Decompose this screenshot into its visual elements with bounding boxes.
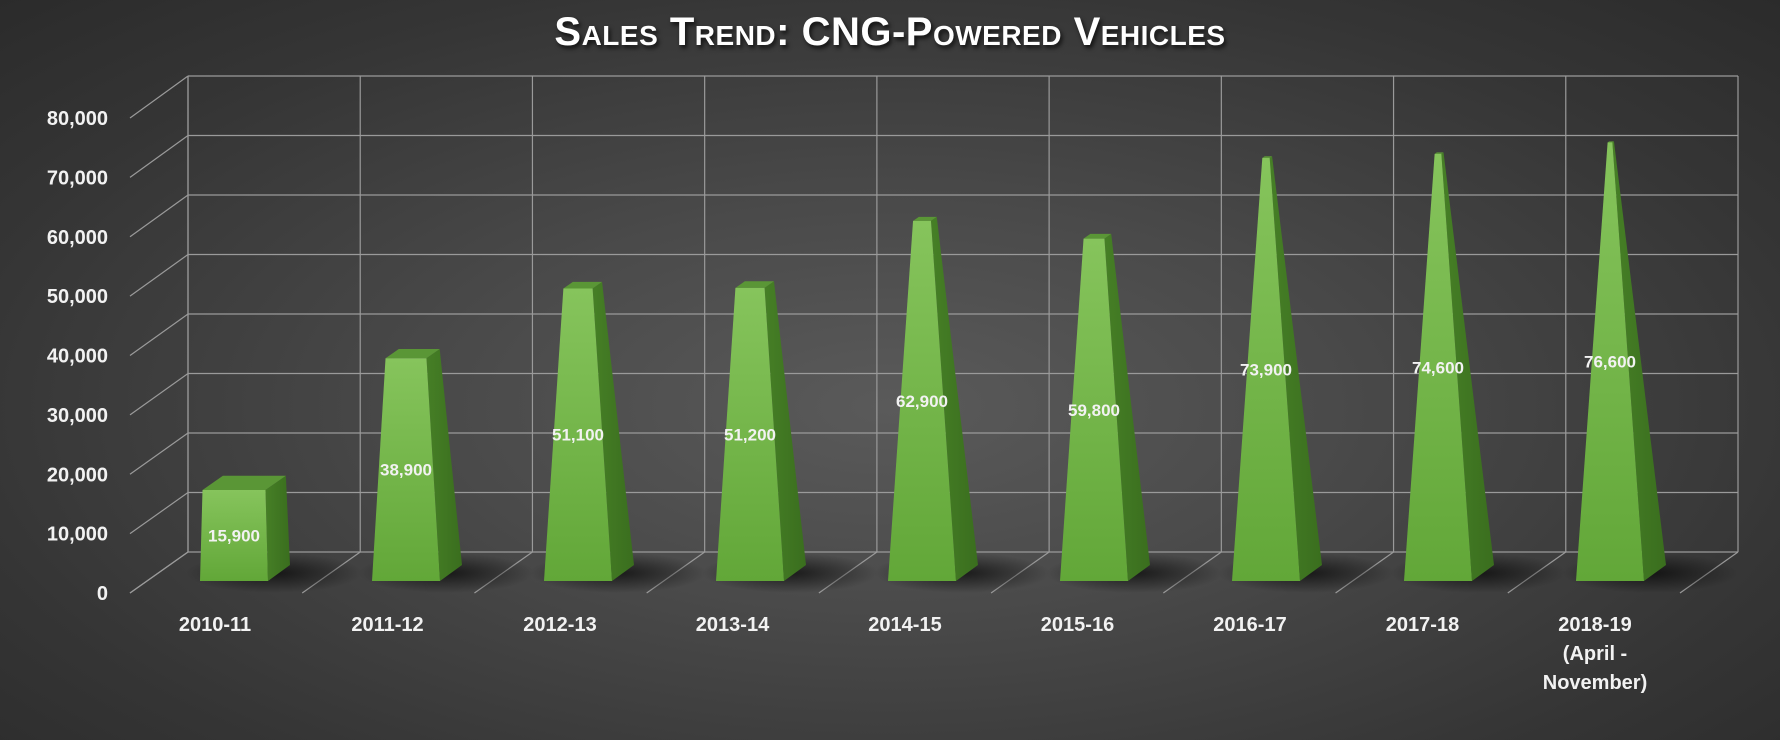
bar-top [1262,156,1273,158]
bar-top [913,216,937,221]
bar [372,358,440,581]
bar-top [202,475,286,490]
data-label: 74,600 [1412,358,1464,377]
y-tick-label: 0 [97,583,108,605]
side-gridline [129,492,189,535]
bar-side [1612,141,1666,581]
bar-top [563,281,603,289]
data-label: 62,900 [896,392,948,411]
data-label: 15,900 [208,526,260,545]
y-tick-label: 20,000 [47,464,108,486]
y-tick-label: 30,000 [47,405,108,427]
bar [1576,142,1644,581]
y-tick-label: 10,000 [47,524,108,546]
x-tick-label: 2017-18 [1386,614,1459,636]
bar [1404,153,1472,582]
x-tick-label: 2018-19 (April -November) [1543,614,1647,694]
side-gridline [129,75,189,119]
side-gridline [129,432,189,475]
labels-layer: 0 10,000 20,000 30,000 40,000 50,000 60,000 70,… [47,108,1647,694]
bar-side [1104,233,1150,582]
data-label: 51,100 [552,426,604,445]
bar-side [930,216,978,581]
x-tick-label: 2016-17 [1213,614,1286,636]
side-gridline [129,373,189,416]
bar-top [1607,141,1614,143]
bar [1060,238,1128,581]
data-label: 76,600 [1584,353,1636,372]
y-tick-label: 50,000 [47,286,108,308]
x-tick-label: 2015-16 [1041,614,1114,636]
floor-gridline [129,551,189,594]
bar-side [592,281,634,581]
x-tick-label: 2014-15 [868,614,941,636]
y-tick-label: 60,000 [47,227,108,249]
bars-layer [200,141,1666,582]
bar-side [764,281,806,581]
bar [888,220,956,581]
y-tick-label: 70,000 [47,167,108,189]
data-label: 73,900 [1240,360,1292,379]
bar-side [426,349,462,581]
bar [1232,157,1300,582]
x-tick-label: 2013-14 [696,614,770,636]
data-label: 59,800 [1068,401,1120,420]
bar [200,489,268,581]
side-gridline [129,135,189,178]
bar-side [1269,156,1322,581]
side-gridline [129,313,189,356]
x-tick-label: 2010-11 [179,614,251,636]
y-tick-label: 40,000 [47,346,108,368]
bar-top [735,281,774,288]
x-tick-label: 2011-12 [351,614,423,636]
bar-side [265,475,290,581]
bar-top [385,349,440,359]
side-gridline [129,254,189,297]
bar-side [1441,152,1494,582]
bar [544,288,612,581]
data-label: 38,900 [380,461,432,480]
bar [716,287,784,581]
bar-top [1083,233,1112,239]
data-label: 51,200 [724,425,776,444]
side-gridline [129,194,189,238]
bar-top [1434,152,1444,154]
y-tick-label: 80,000 [47,108,108,130]
chart-title: Sales Trend: CNG-Powered Vehicles [554,10,1226,54]
x-tick-label: 2012-13 [523,614,596,636]
